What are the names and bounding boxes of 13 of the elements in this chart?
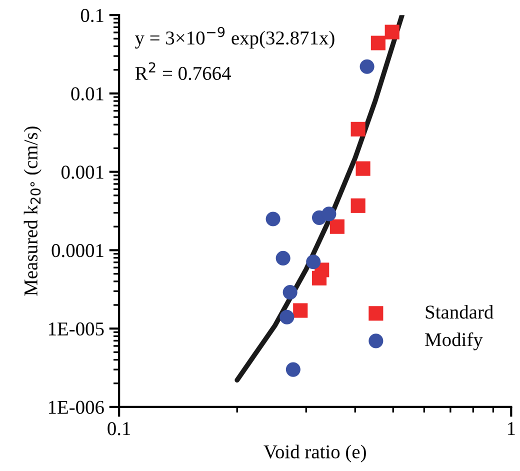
y-tick-label: 0.1 (80, 8, 104, 22)
x-tick-label: 1 (508, 422, 515, 436)
legend-label: Standard (426, 305, 494, 319)
y-tick-label: 0.0001 (52, 244, 104, 258)
legend-label: Modify (425, 332, 483, 350)
y-tick-label: 1E-006 (48, 400, 104, 414)
y-tick-label: 0.001 (61, 166, 104, 179)
x-axis-title: Void ratio (e) (264, 444, 366, 462)
annotation: y = 3×10$^{−9}$ exp(32.871x) (135, 26, 334, 49)
y-axis-title: Measured k$_{20°}$ (cm/s) (24, 126, 42, 296)
annotation: R$^{2}$ = 0.7664 (135, 62, 231, 80)
y-tick-label: 0.01 (71, 87, 104, 100)
y-tick-label: 1E-005 (48, 322, 104, 336)
